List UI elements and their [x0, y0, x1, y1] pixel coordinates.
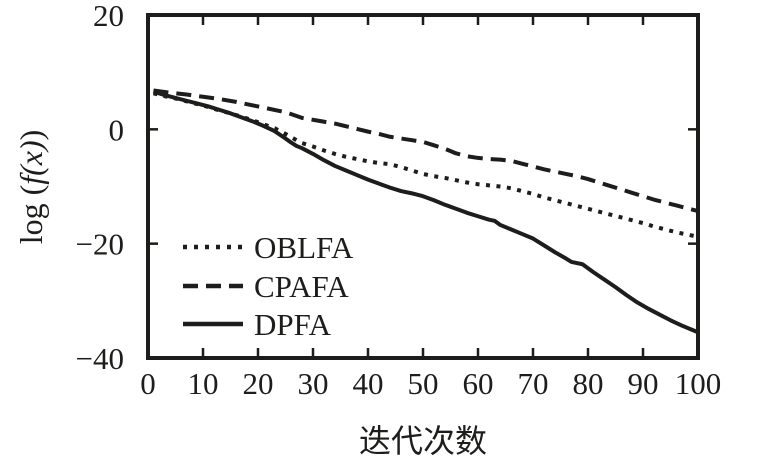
legend-label-dpfa: DPFA: [254, 307, 332, 342]
y-axis-title: log (f(x)): [13, 130, 49, 245]
x-tick-label: 0: [140, 366, 156, 401]
axis-tick-labels: 0 10 20 30 40 50 60 70 80 90 100 −40 −20 0 20: [76, 0, 722, 401]
legend-label-oblfa: OBLFA: [254, 230, 354, 265]
x-axis-title: 迭代次数: [359, 423, 487, 459]
x-tick-label: 10: [188, 366, 219, 401]
legend-item-oblfa: OBLFA: [183, 230, 354, 265]
legend-label-cpafa: CPAFA: [254, 269, 349, 304]
y-tick-label: −20: [76, 227, 124, 262]
series-line-dpfa: [152, 89, 699, 335]
axis-ticks: [146, 13, 700, 360]
y-tick-label: 20: [93, 0, 124, 33]
x-tick-label: 100: [675, 366, 722, 401]
series-line-cpafa: [153, 88, 699, 214]
x-tick-label: 60: [463, 366, 494, 401]
plot-series: [152, 88, 699, 335]
x-tick-label: 20: [243, 366, 274, 401]
y-tick-label: −40: [76, 341, 124, 376]
legend-item-cpafa: CPAFA: [183, 269, 349, 304]
legend-item-dpfa: DPFA: [183, 307, 332, 342]
x-tick-label: 40: [353, 366, 384, 401]
x-tick-label: 50: [408, 366, 439, 401]
x-tick-label: 90: [628, 366, 659, 401]
legend: OBLFA CPAFA DPFA: [183, 230, 354, 342]
x-tick-label: 70: [518, 366, 549, 401]
x-tick-label: 80: [573, 366, 604, 401]
y-tick-label: 0: [109, 112, 125, 147]
x-tick-label: 30: [298, 366, 329, 401]
